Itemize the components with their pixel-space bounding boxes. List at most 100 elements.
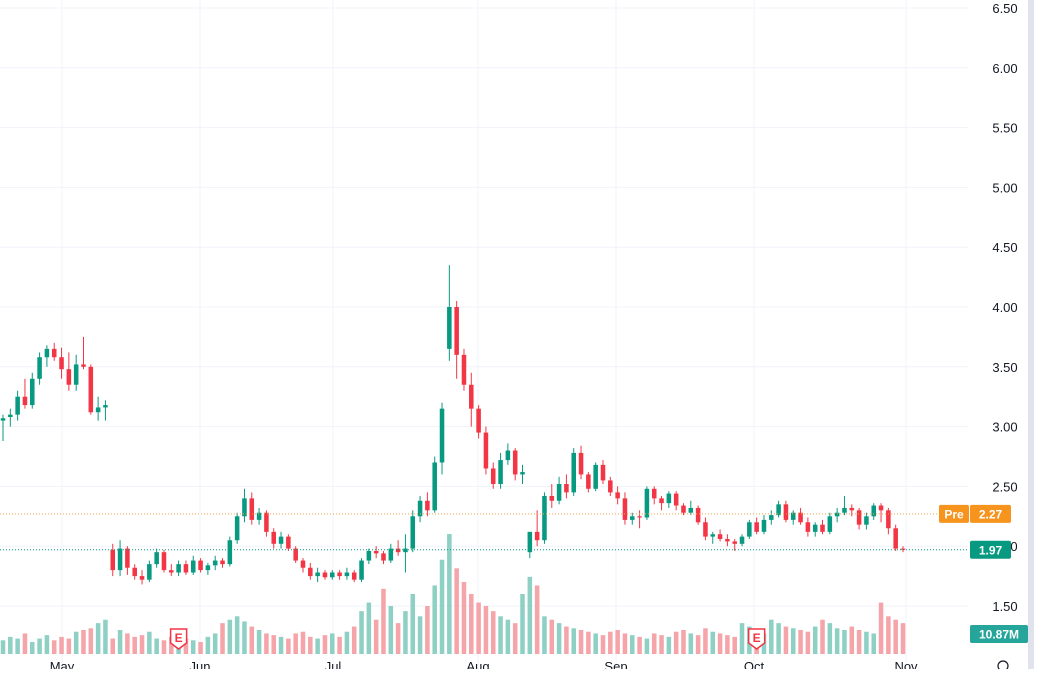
volume-bar bbox=[534, 585, 540, 654]
candle-body bbox=[578, 452, 584, 475]
volume-bar bbox=[673, 631, 679, 654]
month-label: Jul bbox=[325, 659, 342, 669]
candle-body bbox=[856, 510, 862, 525]
candle-body bbox=[520, 472, 525, 475]
volume-bar bbox=[125, 633, 130, 654]
candle-body bbox=[381, 553, 386, 561]
volume-bars bbox=[0, 534, 906, 654]
candle-body bbox=[461, 354, 467, 385]
volume-bar bbox=[322, 635, 328, 654]
volume-bar bbox=[220, 623, 225, 654]
volume-bar bbox=[256, 630, 262, 654]
volume-bar bbox=[410, 594, 416, 654]
time-axis[interactable]: May Jun Jul Aug Sep Oct Nov bbox=[50, 659, 1009, 674]
candle-body bbox=[754, 522, 759, 532]
volume-bar bbox=[769, 619, 774, 654]
candle-body bbox=[710, 534, 716, 537]
volume-bar bbox=[227, 619, 233, 654]
price-tick-label: 1.50 bbox=[992, 599, 1017, 614]
volume-bar bbox=[637, 636, 642, 654]
price-tick-label: 5.50 bbox=[992, 121, 1017, 136]
candle-body bbox=[293, 548, 298, 561]
candle-body bbox=[395, 548, 401, 553]
volume-bar bbox=[66, 638, 72, 654]
volume-bar bbox=[271, 635, 276, 654]
candle-body bbox=[176, 564, 181, 573]
last-price-value: 1.97 bbox=[979, 543, 1003, 557]
volume-bar bbox=[366, 602, 372, 654]
candle-body bbox=[490, 468, 496, 485]
candle-body bbox=[337, 572, 342, 577]
volume-bar bbox=[703, 628, 708, 654]
candle-body bbox=[205, 565, 211, 571]
volume-bar bbox=[542, 616, 547, 654]
volume-bar bbox=[798, 630, 803, 654]
candle-body bbox=[30, 378, 35, 406]
volume-bar bbox=[732, 636, 737, 654]
volume-bar bbox=[659, 635, 664, 654]
earnings-marker[interactable]: E bbox=[747, 628, 766, 650]
candle-body bbox=[893, 528, 898, 549]
volume-bar bbox=[688, 633, 694, 654]
volume-bar bbox=[103, 619, 108, 654]
candle-body bbox=[359, 560, 364, 580]
volume-bar bbox=[132, 636, 137, 654]
candle-body bbox=[878, 505, 884, 511]
last-price-badge: 1.97 bbox=[970, 540, 1011, 559]
volume-bar bbox=[600, 635, 606, 654]
candle-body bbox=[717, 534, 723, 540]
candle-body bbox=[681, 505, 686, 513]
candle-body bbox=[549, 495, 555, 501]
candle-body bbox=[505, 450, 511, 461]
price-axis[interactable]: 1.502.002.503.003.504.004.505.005.506.00… bbox=[939, 0, 1034, 669]
month-label: May bbox=[50, 659, 75, 669]
earnings-marker[interactable]: E bbox=[169, 628, 188, 650]
candle-body bbox=[798, 512, 803, 523]
candle-body bbox=[673, 493, 679, 506]
candle-body bbox=[8, 414, 13, 418]
volume-bar bbox=[139, 635, 145, 654]
volume-bar bbox=[644, 638, 650, 654]
volume-bar bbox=[30, 642, 35, 654]
price-tick-label: 4.50 bbox=[992, 240, 1017, 255]
candle-body bbox=[483, 432, 489, 469]
volume-badge: 10.87M bbox=[970, 625, 1028, 643]
volume-bar bbox=[183, 638, 189, 654]
price-tick-label: 6.00 bbox=[992, 61, 1017, 76]
volume-bar bbox=[22, 633, 28, 654]
candle-body bbox=[147, 564, 152, 580]
candle-body bbox=[220, 560, 225, 565]
candle-body bbox=[403, 548, 408, 553]
earnings-marker-label: E bbox=[175, 631, 183, 645]
volume-bar bbox=[586, 631, 591, 654]
volume-bar bbox=[73, 631, 79, 654]
volume-bar bbox=[198, 642, 203, 654]
month-label: Oct bbox=[744, 659, 765, 669]
candle-body bbox=[805, 522, 811, 532]
candle-body bbox=[95, 407, 101, 413]
volume-bar bbox=[805, 631, 811, 654]
candle-body bbox=[37, 357, 42, 379]
event-markers[interactable]: EE⚡E bbox=[169, 628, 1037, 650]
volume-bar bbox=[681, 630, 686, 654]
price-tick-label: 3.50 bbox=[992, 360, 1017, 375]
volume-bar bbox=[117, 630, 123, 654]
candle-body bbox=[622, 498, 628, 520]
candle-body bbox=[637, 516, 642, 518]
candle-body bbox=[73, 364, 79, 385]
candle-body bbox=[703, 522, 708, 537]
earnings-marker-label: E bbox=[753, 631, 761, 645]
candle-body bbox=[66, 369, 72, 385]
volume-bar bbox=[871, 633, 876, 654]
axis-settings-icon[interactable] bbox=[997, 660, 1009, 672]
volume-bar bbox=[278, 636, 284, 654]
candle-body bbox=[695, 507, 701, 523]
candle-body bbox=[234, 516, 240, 541]
candle-body bbox=[447, 307, 452, 349]
candle-body bbox=[783, 504, 789, 520]
volume-bar bbox=[286, 638, 291, 654]
candle-body bbox=[790, 512, 796, 520]
volume-bar bbox=[461, 582, 467, 654]
